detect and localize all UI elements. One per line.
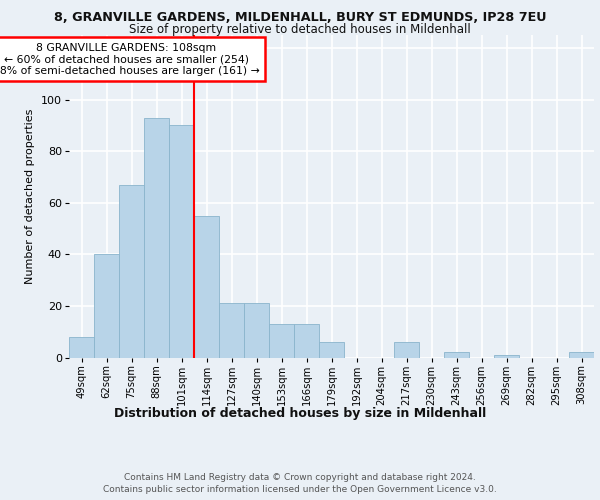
- Bar: [294, 324, 319, 358]
- Bar: [169, 126, 194, 358]
- Bar: [194, 216, 219, 358]
- Bar: [494, 355, 519, 358]
- Bar: [394, 342, 419, 357]
- Bar: [94, 254, 119, 358]
- Text: Size of property relative to detached houses in Mildenhall: Size of property relative to detached ho…: [129, 22, 471, 36]
- Bar: [219, 304, 244, 358]
- Bar: [69, 337, 94, 357]
- Bar: [444, 352, 469, 358]
- Text: 8, GRANVILLE GARDENS, MILDENHALL, BURY ST EDMUNDS, IP28 7EU: 8, GRANVILLE GARDENS, MILDENHALL, BURY S…: [54, 11, 546, 24]
- Bar: [119, 184, 144, 358]
- Text: 8 GRANVILLE GARDENS: 108sqm
← 60% of detached houses are smaller (254)
38% of se: 8 GRANVILLE GARDENS: 108sqm ← 60% of det…: [0, 42, 260, 76]
- Bar: [144, 118, 169, 358]
- Bar: [269, 324, 294, 358]
- Bar: [319, 342, 344, 357]
- Y-axis label: Number of detached properties: Number of detached properties: [25, 108, 35, 284]
- Text: Contains HM Land Registry data © Crown copyright and database right 2024.: Contains HM Land Registry data © Crown c…: [124, 472, 476, 482]
- Bar: [569, 352, 594, 358]
- Bar: [244, 304, 269, 358]
- Text: Contains public sector information licensed under the Open Government Licence v3: Contains public sector information licen…: [103, 485, 497, 494]
- Text: Distribution of detached houses by size in Mildenhall: Distribution of detached houses by size …: [114, 408, 486, 420]
